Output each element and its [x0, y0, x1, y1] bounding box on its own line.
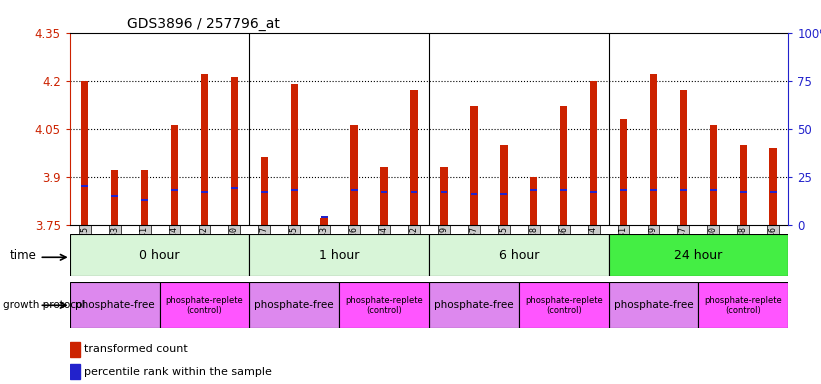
Bar [699, 282, 788, 328]
Bar [380, 167, 388, 225]
Text: 1 hour: 1 hour [319, 249, 360, 262]
Bar [530, 177, 538, 225]
Bar [351, 189, 357, 191]
Text: phosphate-free: phosphate-free [434, 300, 514, 310]
Text: GDS3896 / 257796_at: GDS3896 / 257796_at [127, 17, 280, 31]
Bar [530, 189, 537, 191]
Bar [410, 90, 418, 225]
Text: transformed count: transformed count [85, 344, 188, 354]
Bar [291, 189, 298, 191]
Bar [261, 191, 268, 193]
Bar [501, 193, 507, 195]
Bar [141, 170, 149, 225]
Bar [470, 193, 477, 195]
Bar [500, 145, 507, 225]
Bar [770, 191, 777, 193]
Bar [231, 187, 238, 189]
Bar [70, 234, 250, 276]
Text: 0 hour: 0 hour [140, 249, 180, 262]
Bar [81, 81, 89, 225]
Text: percentile rank within the sample: percentile rank within the sample [85, 366, 272, 377]
Bar [291, 84, 298, 225]
Bar [171, 126, 178, 225]
Bar [250, 234, 429, 276]
Bar [441, 191, 447, 193]
Bar [589, 81, 598, 225]
Bar [141, 199, 148, 201]
Text: phosphate-replete
(control): phosphate-replete (control) [525, 296, 603, 315]
Bar [650, 189, 657, 191]
Bar [70, 342, 80, 356]
Bar [560, 106, 567, 225]
Text: phosphate-free: phosphate-free [75, 300, 154, 310]
Bar [201, 74, 209, 225]
Bar [320, 218, 328, 225]
Bar [81, 185, 88, 187]
Bar [429, 282, 519, 328]
Text: time: time [10, 249, 37, 262]
Bar [231, 78, 238, 225]
Bar [429, 234, 608, 276]
Bar [470, 106, 478, 225]
Bar [590, 191, 597, 193]
Bar [620, 119, 627, 225]
Text: phosphate-replete
(control): phosphate-replete (control) [345, 296, 423, 315]
Bar [410, 191, 417, 193]
Bar [112, 195, 118, 197]
Text: 6 hour: 6 hour [498, 249, 539, 262]
Bar [560, 189, 567, 191]
Bar [351, 126, 358, 225]
Bar [111, 170, 118, 225]
Bar [680, 90, 687, 225]
Bar [740, 145, 747, 225]
Bar [159, 282, 250, 328]
Text: phosphate-free: phosphate-free [613, 300, 693, 310]
Bar [709, 126, 717, 225]
Bar [608, 234, 788, 276]
Bar [649, 74, 657, 225]
Bar [381, 191, 388, 193]
Text: growth protocol: growth protocol [3, 300, 85, 310]
Text: phosphate-replete
(control): phosphate-replete (control) [704, 296, 782, 315]
Bar [519, 282, 608, 328]
Bar [70, 364, 80, 379]
Text: phosphate-replete
(control): phosphate-replete (control) [166, 296, 243, 315]
Bar [70, 282, 159, 328]
Text: phosphate-free: phosphate-free [255, 300, 334, 310]
Bar [710, 189, 717, 191]
Bar [769, 148, 777, 225]
Bar [250, 282, 339, 328]
Bar [260, 157, 268, 225]
Bar [440, 167, 447, 225]
Bar [339, 282, 429, 328]
Bar [740, 191, 746, 193]
Bar [680, 189, 686, 191]
Bar [201, 191, 208, 193]
Bar [620, 189, 627, 191]
Bar [172, 189, 178, 191]
Bar [321, 216, 328, 218]
Bar [608, 282, 699, 328]
Text: 24 hour: 24 hour [674, 249, 722, 262]
